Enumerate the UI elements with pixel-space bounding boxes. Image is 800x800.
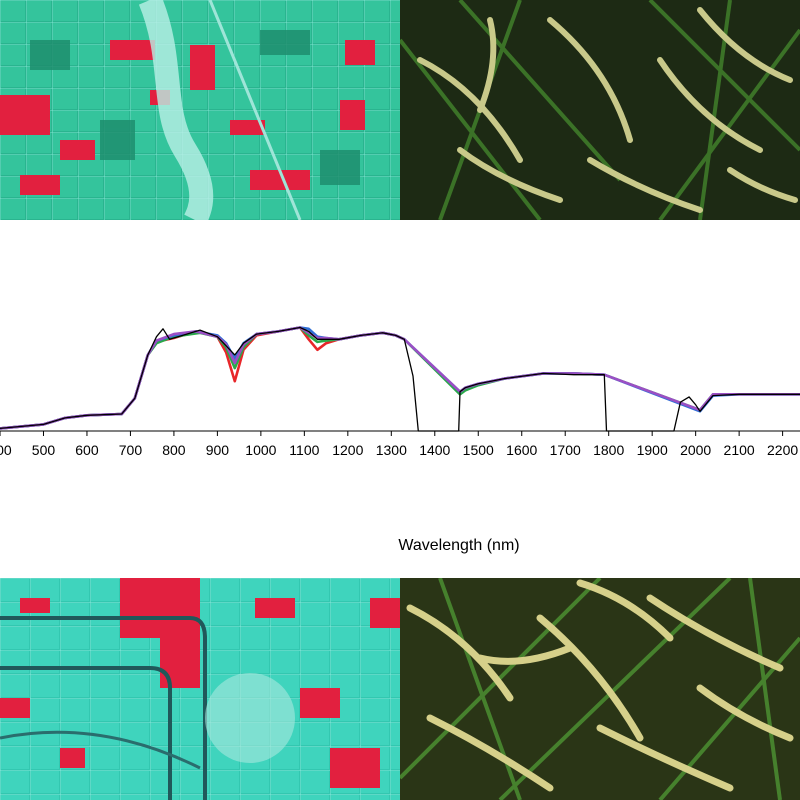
x-tick-label: 1300 xyxy=(376,442,407,458)
rice-photo-bottom-right xyxy=(400,578,800,800)
x-tick-label: 500 xyxy=(32,442,56,458)
spectrum-series-line xyxy=(0,326,405,430)
reflectance-spectrum-chart: 400 500 600 700 800 900 1000 1100 1200 1300 1400 15… xyxy=(0,220,800,578)
x-tick-label: 2200 xyxy=(767,442,798,458)
x-tick-label: 1500 xyxy=(463,442,494,458)
satellite-image-top-left xyxy=(0,0,400,220)
x-tick-label: 1100 xyxy=(289,442,319,458)
x-tick-label: 400 xyxy=(0,442,12,458)
x-tick-label: 2100 xyxy=(724,442,755,458)
x-tick-label: 1400 xyxy=(419,442,450,458)
x-tick-label: 1600 xyxy=(506,442,537,458)
x-tick-label: 1200 xyxy=(332,442,363,458)
x-tick-label: 2000 xyxy=(680,442,711,458)
x-axis-label: Wavelength (nm) xyxy=(398,537,519,554)
x-tick-label: 1800 xyxy=(593,442,624,458)
satellite-image-bottom-left xyxy=(0,578,400,800)
x-tick-label: 1000 xyxy=(245,442,276,458)
spectrum-series-line xyxy=(0,326,800,430)
x-tick-label: 1700 xyxy=(550,442,581,458)
x-tick-label: 600 xyxy=(75,442,99,458)
x-tick-label: 900 xyxy=(206,442,230,458)
rice-photo-top-right xyxy=(400,0,800,220)
spectrum-series-line xyxy=(0,326,800,432)
x-tick-label: 700 xyxy=(119,442,143,458)
x-tick-label: 1900 xyxy=(637,442,668,458)
x-tick-label: 800 xyxy=(162,442,186,458)
